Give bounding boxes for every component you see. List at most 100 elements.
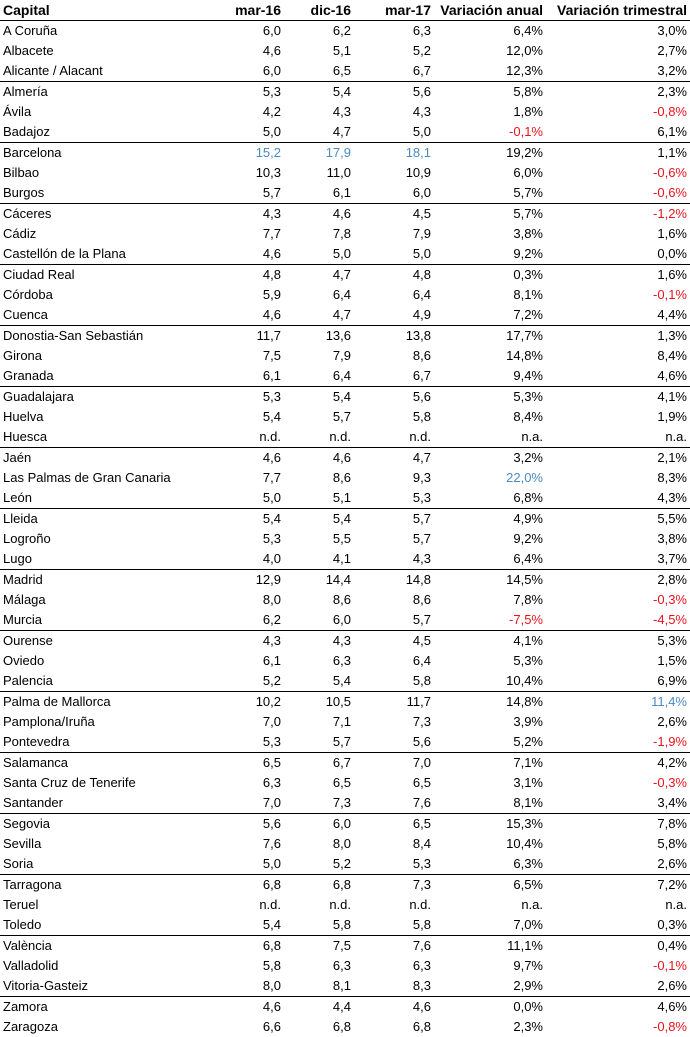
cell-variacion-anual: 3,8% (434, 224, 546, 244)
cell-dic-16: 5,0 (284, 244, 354, 265)
cell-capital: València (0, 936, 222, 957)
cell-mar-16: 6,0 (222, 61, 284, 82)
cell-mar-17: 5,7 (354, 509, 434, 530)
cell-mar-17: 5,6 (354, 732, 434, 753)
cell-mar-16: 4,3 (222, 204, 284, 225)
cell-dic-16: 13,6 (284, 326, 354, 347)
cell-dic-16: 5,2 (284, 854, 354, 875)
cell-mar-16: 5,3 (222, 82, 284, 103)
cell-dic-16: 6,0 (284, 610, 354, 631)
cell-dic-16: n.d. (284, 427, 354, 448)
cell-mar-16: 5,8 (222, 956, 284, 976)
cell-mar-16: 5,4 (222, 915, 284, 936)
cell-mar-16: 4,6 (222, 305, 284, 326)
cell-capital: Tarragona (0, 875, 222, 896)
cell-capital: Sevilla (0, 834, 222, 854)
cell-capital: A Coruña (0, 21, 222, 42)
cell-dic-16: 4,7 (284, 305, 354, 326)
cell-variacion-anual: 10,4% (434, 671, 546, 692)
cell-mar-16: 7,6 (222, 834, 284, 854)
cell-variacion-trimestral: 3,0% (546, 21, 690, 42)
cell-mar-17: 8,6 (354, 346, 434, 366)
cell-capital: Lugo (0, 549, 222, 570)
cell-dic-16: 4,3 (284, 102, 354, 122)
cell-mar-17: 6,5 (354, 773, 434, 793)
cell-mar-16: 4,6 (222, 41, 284, 61)
cell-mar-17: 7,6 (354, 793, 434, 814)
cell-dic-16: 6,7 (284, 753, 354, 774)
cell-capital: Cuenca (0, 305, 222, 326)
cell-mar-17: 13,8 (354, 326, 434, 347)
cell-mar-17: 4,5 (354, 631, 434, 652)
cell-variacion-trimestral: 7,8% (546, 814, 690, 835)
cell-dic-16: 4,6 (284, 204, 354, 225)
cell-variacion-anual: 14,8% (434, 692, 546, 713)
cell-mar-16: 5,3 (222, 387, 284, 408)
cell-capital: Ourense (0, 631, 222, 652)
cell-mar-16: 7,5 (222, 346, 284, 366)
cell-variacion-anual: 9,2% (434, 244, 546, 265)
cell-dic-16: 10,5 (284, 692, 354, 713)
cell-variacion-anual: 5,7% (434, 183, 546, 204)
cell-variacion-anual: 4,9% (434, 509, 546, 530)
cell-mar-16: 5,3 (222, 732, 284, 753)
cell-mar-16: 5,7 (222, 183, 284, 204)
cell-mar-16: 6,5 (222, 753, 284, 774)
cell-variacion-trimestral: 0,4% (546, 936, 690, 957)
cell-capital: Guadalajara (0, 387, 222, 408)
cell-mar-16: 5,0 (222, 488, 284, 509)
cell-dic-16: 6,5 (284, 773, 354, 793)
cell-dic-16: 5,7 (284, 407, 354, 427)
cell-variacion-trimestral: 3,2% (546, 61, 690, 82)
cell-dic-16: 8,1 (284, 976, 354, 997)
cell-mar-16: 7,0 (222, 793, 284, 814)
cell-dic-16: 6,8 (284, 1017, 354, 1037)
cell-dic-16: 5,1 (284, 41, 354, 61)
cell-variacion-anual: 8,4% (434, 407, 546, 427)
cell-capital: Albacete (0, 41, 222, 61)
cell-variacion-trimestral: 7,2% (546, 875, 690, 896)
cell-dic-16: 7,9 (284, 346, 354, 366)
cell-dic-16: 17,9 (284, 143, 354, 164)
cell-mar-17: 5,7 (354, 529, 434, 549)
cell-mar-17: 6,3 (354, 956, 434, 976)
cell-variacion-trimestral: -1,9% (546, 732, 690, 753)
cell-variacion-trimestral: 4,4% (546, 305, 690, 326)
cell-mar-16: 5,6 (222, 814, 284, 835)
cell-variacion-trimestral: n.a. (546, 427, 690, 448)
cell-mar-17: 10,9 (354, 163, 434, 183)
cell-mar-17: 18,1 (354, 143, 434, 164)
cell-dic-16: 5,4 (284, 509, 354, 530)
cell-variacion-trimestral: -0,3% (546, 590, 690, 610)
cell-variacion-anual: 7,8% (434, 590, 546, 610)
cell-dic-16: 14,4 (284, 570, 354, 591)
cell-variacion-anual: 0,0% (434, 997, 546, 1018)
header-row: Capital mar-16 dic-16 mar-17 Variación a… (0, 0, 690, 21)
cell-mar-17: 11,7 (354, 692, 434, 713)
cell-capital: Oviedo (0, 651, 222, 671)
cell-variacion-anual: 12,3% (434, 61, 546, 82)
cell-mar-17: 5,8 (354, 671, 434, 692)
cell-mar-16: 10,2 (222, 692, 284, 713)
cell-mar-17: 6,5 (354, 814, 434, 835)
cell-mar-16: 5,2 (222, 671, 284, 692)
cell-capital: Salamanca (0, 753, 222, 774)
cell-variacion-anual: 4,1% (434, 631, 546, 652)
cell-mar-16: 12,9 (222, 570, 284, 591)
cell-dic-16: 5,4 (284, 387, 354, 408)
cell-capital: Girona (0, 346, 222, 366)
cell-capital: Valladolid (0, 956, 222, 976)
